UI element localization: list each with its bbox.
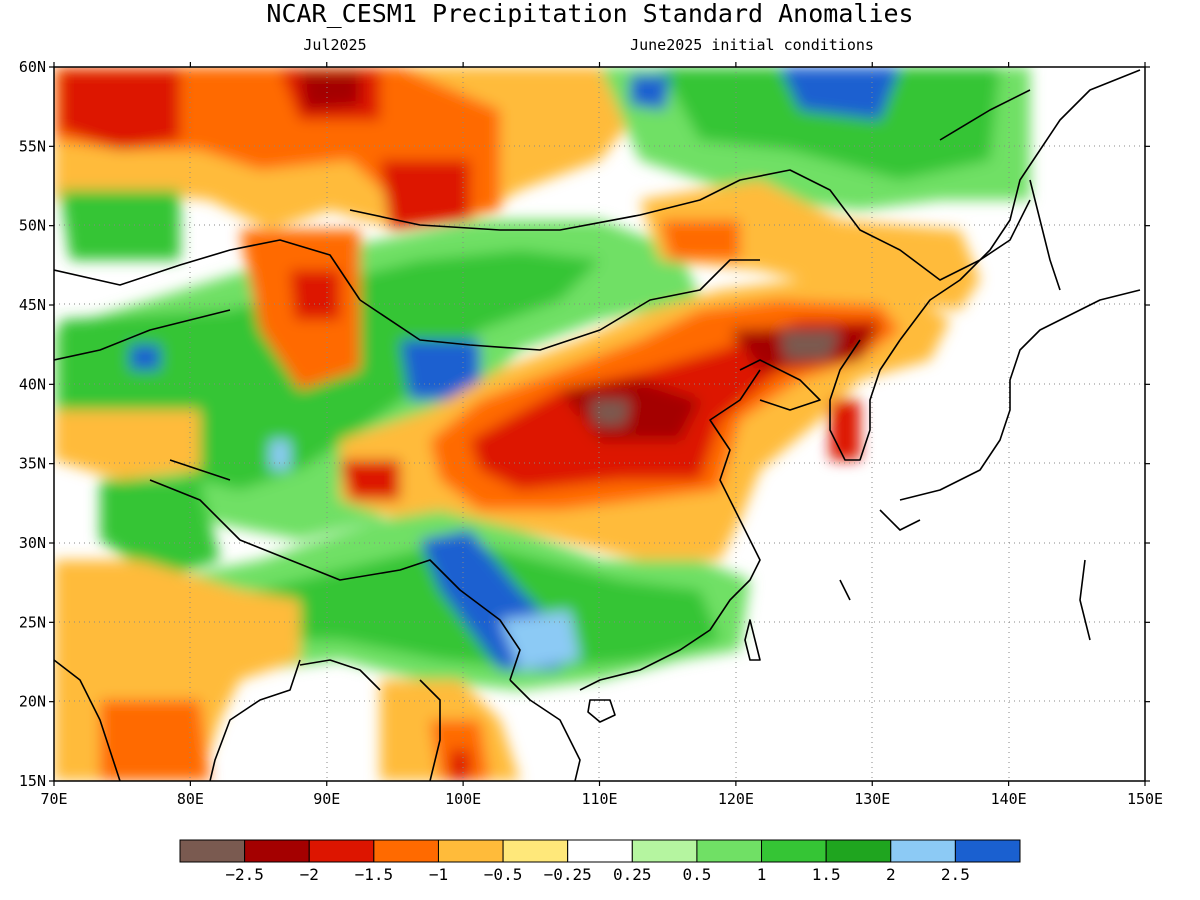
colorbar-swatch xyxy=(954,839,1021,863)
colorbar-swatch xyxy=(502,839,569,863)
colorbar-swatch xyxy=(437,839,504,863)
lat-tick-label: 35N xyxy=(19,455,46,473)
colorbar-label: −1 xyxy=(429,865,448,884)
colorbar-swatch xyxy=(890,839,956,863)
coastlines xyxy=(54,69,1141,781)
colorbar-label: 2.5 xyxy=(941,865,970,884)
colorbar-swatch xyxy=(696,839,763,863)
colorbar-label: −2 xyxy=(300,865,319,884)
colorbar-label: 2 xyxy=(886,865,896,884)
colorbar-swatch xyxy=(373,839,439,863)
lon-tick-label: 130E xyxy=(854,790,890,808)
graticule xyxy=(54,67,1145,781)
lon-tick-label: 90E xyxy=(313,790,340,808)
colorbar-swatch xyxy=(179,839,246,863)
coast-china-east xyxy=(579,369,761,691)
colorbar-swatch xyxy=(567,839,633,863)
colorbar-label: 0.5 xyxy=(682,865,711,884)
anomaly-field xyxy=(54,67,1145,781)
colorbar-swatch xyxy=(631,839,698,863)
map-subtitle-init: June2025 initial conditions xyxy=(630,36,874,54)
colorbar-label: −0.5 xyxy=(484,865,523,884)
lat-tick-label: 20N xyxy=(19,693,46,711)
lat-tick-label: 40N xyxy=(19,375,46,393)
border-mongolia-china xyxy=(359,259,760,351)
colorbar-swatch xyxy=(244,839,310,863)
lon-tick-label: 140E xyxy=(991,790,1027,808)
lon-tick-label: 100E xyxy=(445,790,481,808)
lon-tick-label: 120E xyxy=(718,790,754,808)
border-himalaya xyxy=(149,479,521,681)
lat-tick-label: 50N xyxy=(19,217,46,235)
coast-korea xyxy=(829,339,901,461)
colorbar-swatch xyxy=(825,839,892,863)
colorbar-label: 1.5 xyxy=(812,865,841,884)
lon-tick-label: 80E xyxy=(177,790,204,808)
lat-tick-label: 55N xyxy=(19,137,46,155)
lon-tick-label: 110E xyxy=(581,790,617,808)
map-subtitle-month: Jul2025 xyxy=(303,36,366,54)
map-title: NCAR_CESM1 Precipitation Standard Anomal… xyxy=(266,0,913,28)
colorbar-swatch xyxy=(761,839,827,863)
lon-tick-label: 70E xyxy=(40,790,67,808)
colorbar-label: −1.5 xyxy=(355,865,394,884)
colorbar-label: −2.5 xyxy=(225,865,264,884)
lat-tick-label: 60N xyxy=(19,58,46,76)
coast-india xyxy=(54,659,121,781)
coast-japan xyxy=(899,289,1141,501)
colorbar: −2.5 −2 −1.5 −1 −0.5 −0.25 0.25 0.5 1 1.5 2 2.5 xyxy=(179,839,1021,884)
colorbar-swatch xyxy=(308,839,375,863)
lat-tick-label: 15N xyxy=(19,772,46,790)
lat-axis: 60N 55N 50N 45N 40N 35N 30N 25N 20N 15N xyxy=(19,58,1150,790)
lat-tick-label: 45N xyxy=(19,296,46,314)
colorbar-label: −0.25 xyxy=(544,865,592,884)
colorbar-label: 0.25 xyxy=(613,865,652,884)
lon-axis: 70E 80E 90E 100E 110E 120E 130E 140E 150E xyxy=(40,62,1163,808)
lat-tick-label: 25N xyxy=(19,613,46,631)
border-russia-mongolia xyxy=(349,169,1031,281)
colorbar-label: 1 xyxy=(757,865,767,884)
lon-tick-label: 150E xyxy=(1127,790,1163,808)
lat-tick-label: 30N xyxy=(19,534,46,552)
